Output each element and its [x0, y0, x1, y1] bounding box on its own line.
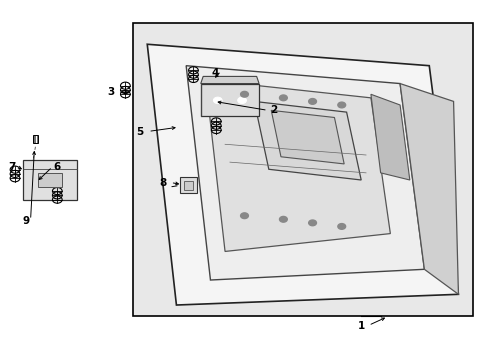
Circle shape [213, 97, 222, 104]
Bar [180, 177, 197, 193]
Circle shape [279, 216, 287, 222]
Circle shape [308, 99, 316, 104]
Bar [23, 160, 77, 200]
Bar [38, 173, 62, 187]
Circle shape [237, 97, 246, 104]
Circle shape [308, 220, 316, 226]
Polygon shape [399, 84, 458, 294]
Text: 1: 1 [357, 321, 364, 332]
Polygon shape [205, 80, 389, 251]
Text: 5: 5 [136, 127, 143, 137]
Circle shape [337, 102, 345, 108]
Text: 9: 9 [22, 216, 29, 226]
Text: 2: 2 [269, 105, 277, 115]
Bar [183, 181, 193, 190]
Bar [201, 84, 259, 116]
Text: 3: 3 [107, 87, 114, 98]
Polygon shape [186, 66, 424, 280]
Text: 6: 6 [54, 162, 61, 172]
Text: 7: 7 [8, 162, 16, 172]
Circle shape [240, 213, 248, 219]
Text: 4: 4 [211, 68, 219, 78]
Polygon shape [271, 111, 344, 164]
Bar [132, 23, 472, 316]
Polygon shape [201, 76, 259, 84]
Circle shape [240, 91, 248, 97]
Polygon shape [370, 94, 409, 180]
Polygon shape [147, 44, 458, 305]
Text: 8: 8 [159, 178, 166, 188]
Bar [32, 135, 38, 143]
Polygon shape [254, 102, 361, 180]
Circle shape [337, 224, 345, 229]
Circle shape [279, 95, 287, 101]
